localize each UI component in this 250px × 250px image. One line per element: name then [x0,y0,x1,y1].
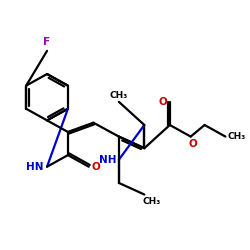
Text: NH: NH [99,155,116,165]
Text: F: F [44,38,51,48]
Text: HN: HN [26,162,44,172]
Text: CH₃: CH₃ [110,90,128,100]
Text: CH₃: CH₃ [142,197,161,206]
Text: O: O [188,139,197,149]
Text: O: O [91,162,100,172]
Text: O: O [159,97,168,107]
Text: CH₃: CH₃ [228,132,246,141]
